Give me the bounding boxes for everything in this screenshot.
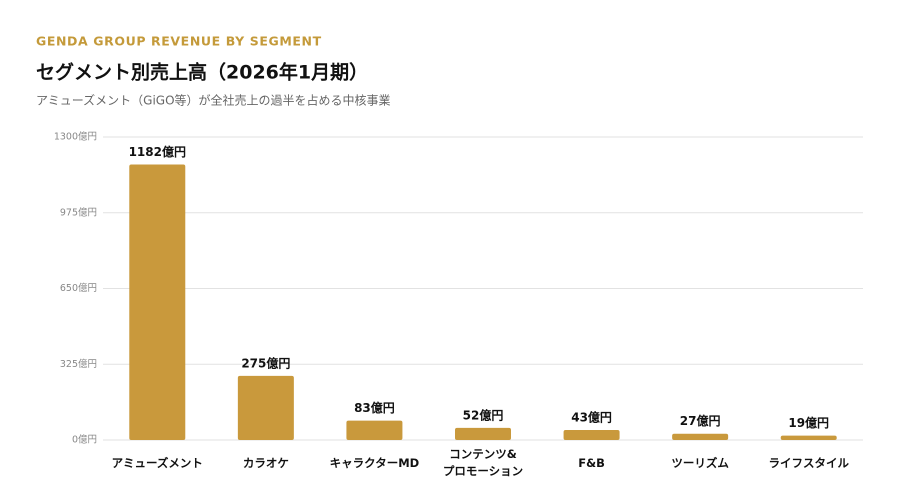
bar xyxy=(672,433,729,440)
y-tick-label: 650億円 xyxy=(60,282,97,294)
x-tick-label: アミューズメント xyxy=(111,456,203,470)
x-tick-label: ライフスタイル xyxy=(768,456,849,470)
y-tick-label: 975億円 xyxy=(60,206,97,218)
y-tick-label: 1300億円 xyxy=(54,131,97,143)
bar xyxy=(129,164,186,440)
value-label: 27億円 xyxy=(680,413,721,428)
bar xyxy=(563,429,620,440)
x-tick-label: コンテンツ& プロモーション xyxy=(442,447,524,478)
y-tick-label: 325億円 xyxy=(60,358,97,370)
value-label: 275億円 xyxy=(241,355,290,370)
value-label: 83億円 xyxy=(354,400,395,415)
x-tick-label: カラオケ xyxy=(242,456,289,470)
bar xyxy=(455,427,511,440)
value-label: 43億円 xyxy=(571,409,612,424)
value-label: 19億円 xyxy=(788,415,829,430)
bar xyxy=(237,375,294,440)
x-tick-label: ツーリズム xyxy=(671,456,729,470)
chart-subtitle: アミューズメント（GiGO等）が全社売上の過半を占める中核事業 xyxy=(36,93,391,108)
x-tick-label: F&B xyxy=(578,456,605,470)
bar xyxy=(346,420,403,440)
value-label: 52億円 xyxy=(463,407,504,422)
value-label: 1182億円 xyxy=(129,144,186,159)
bar xyxy=(780,435,837,440)
kicker: GENDA GROUP REVENUE BY SEGMENT xyxy=(36,34,322,49)
x-tick-label: キャラクターMD xyxy=(329,456,420,470)
chart-title: セグメント別売上高（2026年1月期） xyxy=(36,61,368,84)
y-tick-label: 0億円 xyxy=(72,434,97,446)
